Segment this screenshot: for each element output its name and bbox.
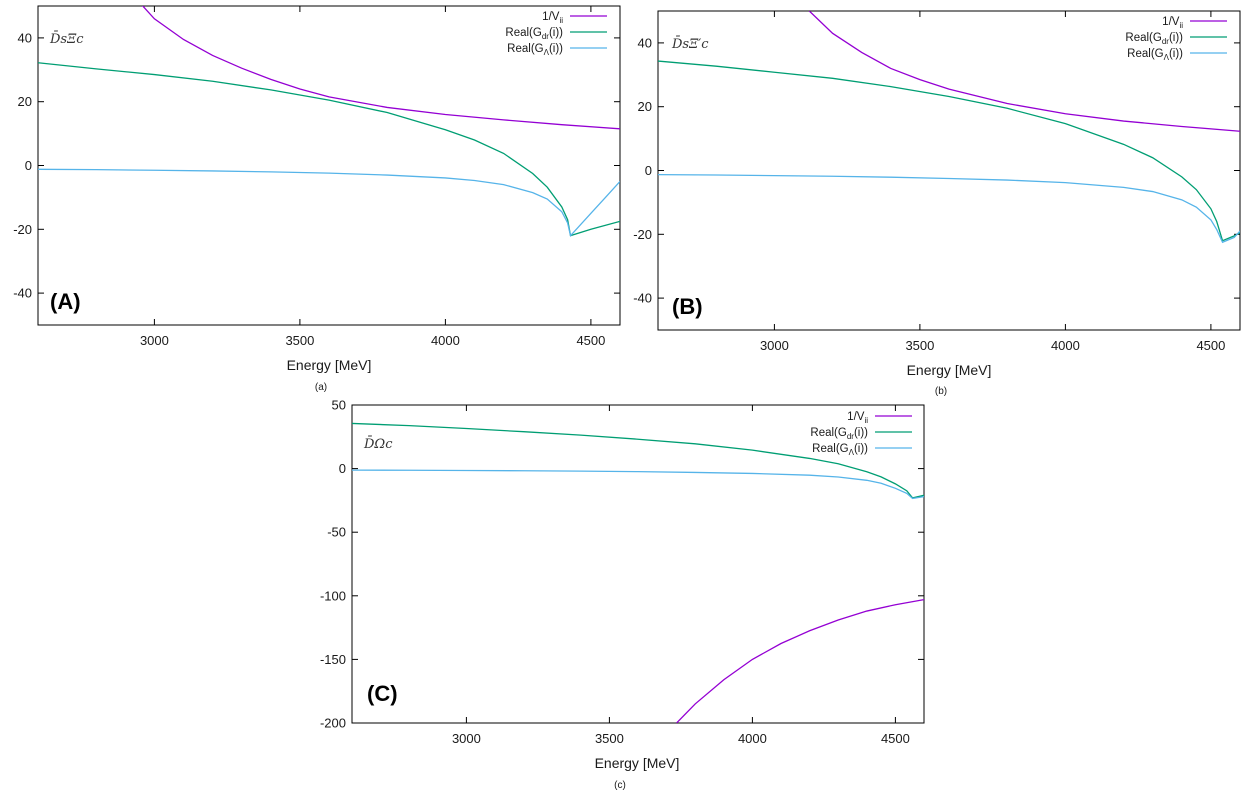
y-tick-label: 0: [645, 163, 652, 178]
x-tick-label: 4000: [431, 333, 460, 348]
y-tick-label: -40: [13, 286, 32, 301]
legend-subscript: Λ: [1164, 53, 1170, 62]
panel-label: (B): [672, 294, 703, 319]
legend-text-part: Real(G: [1125, 32, 1161, 44]
panel-c: 3000 3500 4000 4500-200-150-100-500501/ViiR…: [320, 398, 925, 791]
legend-text-part: 1/V: [542, 11, 560, 23]
y-tick-label: -150: [320, 652, 346, 667]
legend-subscript: ii: [1179, 21, 1183, 30]
legend-entry-g_lambda: Real(GΛ(i)): [812, 443, 912, 457]
legend-label: 1/Vii: [542, 11, 563, 25]
series-line-g_dr: [658, 60, 1240, 242]
x-tick-label: 3500: [905, 338, 934, 353]
series-line-inv_v: [141, 6, 620, 130]
legend-text-part: (i)): [549, 27, 563, 39]
legend-text-part: (i)): [1169, 48, 1183, 60]
x-tick-label: 3000: [760, 338, 789, 353]
x-axis-label: Energy [MeV]: [287, 357, 372, 373]
series-line-g_dr: [352, 422, 924, 499]
legend-label: Real(GΛ(i)): [812, 443, 868, 457]
legend-text-part: Real(G: [507, 43, 543, 55]
y-tick-label: -200: [320, 716, 346, 731]
legend-label: 1/Vii: [1162, 16, 1183, 30]
legend-text-part: (i)): [1169, 32, 1183, 44]
sub-caption: (b): [935, 386, 947, 397]
series-line-g_lambda: [658, 174, 1240, 244]
y-tick-label: 20: [638, 99, 652, 114]
series-line-inv_v: [676, 598, 924, 723]
legend-label: 1/Vii: [847, 411, 868, 425]
legend-entry-g_dr: Real(Gdr(i)): [505, 27, 607, 41]
plot-frame: [351, 404, 925, 724]
x-tick-label: 4500: [576, 333, 605, 348]
legend-entry-g_dr: Real(Gdr(i)): [810, 427, 912, 441]
x-tick-label: 4500: [1196, 338, 1225, 353]
legend-text-part: (i)): [854, 427, 868, 439]
y-tick-label: 40: [18, 30, 32, 45]
y-tick-label: 40: [638, 35, 652, 50]
y-tick-label: 50: [332, 398, 346, 413]
x-tick-label: 4000: [1051, 338, 1080, 353]
legend-text-part: (i)): [549, 43, 563, 55]
x-tick-label: 3000: [452, 731, 481, 746]
legend-label: Real(Gdr(i)): [810, 427, 868, 441]
series-line-g_lambda: [38, 168, 620, 238]
series-line-g_dr: [38, 62, 620, 237]
channel-label: D̄sΞ′c: [671, 36, 709, 52]
panel-b: 3000 3500 4000 4500-40-20020401/ViiReal(Gdr…: [633, 10, 1241, 397]
x-axis-label: Energy [MeV]: [907, 362, 992, 378]
legend-entry-inv_v: 1/Vii: [542, 11, 607, 25]
y-tick-label: 0: [339, 461, 346, 476]
legend-entry-g_lambda: Real(GΛ(i)): [1127, 48, 1227, 62]
y-tick-label: 20: [18, 94, 32, 109]
sub-caption: (a): [315, 382, 327, 393]
series-line-g_lambda: [352, 469, 924, 500]
x-tick-label: 3000: [140, 333, 169, 348]
legend-subscript: dr: [847, 432, 854, 441]
legend-text-part: (i)): [854, 443, 868, 455]
legend-subscript: Λ: [544, 48, 550, 57]
legend-subscript: ii: [559, 16, 563, 25]
legend-subscript: ii: [864, 416, 868, 425]
legend-subscript: Λ: [849, 448, 855, 457]
y-tick-label: -20: [13, 222, 32, 237]
legend-text-part: 1/V: [847, 411, 865, 423]
sub-caption: (c): [614, 780, 626, 791]
x-tick-label: 3500: [595, 731, 624, 746]
legend-subscript: dr: [1162, 37, 1169, 46]
legend-text-part: Real(G: [812, 443, 848, 455]
legend-text-part: Real(G: [505, 27, 541, 39]
channel-label: D̄sΞc: [49, 31, 84, 47]
panel-a: 3000 3500 4000 4500-40-20020401/ViiReal(Gdr…: [13, 5, 621, 393]
legend-text-part: Real(G: [810, 427, 846, 439]
legend-entry-inv_v: 1/Vii: [1162, 16, 1227, 30]
panel-label: (C): [367, 681, 398, 706]
y-tick-label: 0: [25, 158, 32, 173]
legend-label: Real(GΛ(i)): [1127, 48, 1183, 62]
y-tick-label: -20: [633, 227, 652, 242]
legend-label: Real(GΛ(i)): [507, 43, 563, 57]
legend-entry-g_dr: Real(Gdr(i)): [1125, 32, 1227, 46]
legend-text-part: 1/V: [1162, 16, 1180, 28]
panel-label: (A): [50, 289, 81, 314]
legend-label: Real(Gdr(i)): [1125, 32, 1183, 46]
legend-label: Real(Gdr(i)): [505, 27, 563, 41]
x-axis-label: Energy [MeV]: [595, 755, 680, 771]
legend-subscript: dr: [542, 32, 549, 41]
y-tick-label: -50: [327, 525, 346, 540]
legend-text-part: Real(G: [1127, 48, 1163, 60]
legend-entry-g_lambda: Real(GΛ(i)): [507, 43, 607, 57]
y-tick-label: -100: [320, 588, 346, 603]
x-tick-label: 3500: [285, 333, 314, 348]
series-line-inv_v: [808, 11, 1240, 132]
x-tick-label: 4500: [881, 731, 910, 746]
legend-entry-inv_v: 1/Vii: [847, 411, 912, 425]
channel-label: D̄Ωc: [363, 436, 393, 452]
x-tick-label: 4000: [738, 731, 767, 746]
y-tick-label: -40: [633, 291, 652, 306]
